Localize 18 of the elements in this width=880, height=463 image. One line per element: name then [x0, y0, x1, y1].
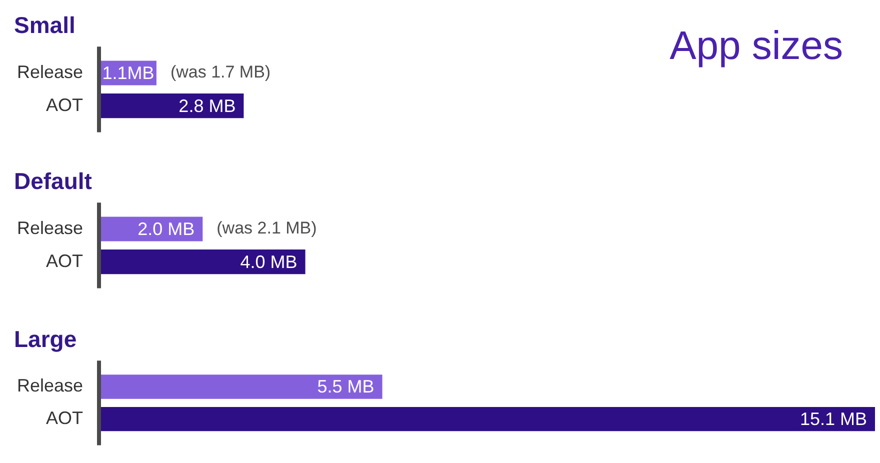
- annotation: (was 1.7 MB): [170, 62, 271, 82]
- y-tick-label: AOT: [46, 250, 83, 271]
- text: App sizes: [670, 24, 843, 68]
- y-tick-label: AOT: [46, 94, 83, 115]
- data-label: 1.1MB: [102, 62, 154, 83]
- y-tick-label: Release: [16, 218, 83, 238]
- y-tick-label: AOT: [46, 408, 83, 428]
- chart-title: Default: [14, 168, 92, 194]
- chart-title: Large: [14, 326, 77, 352]
- data-label: 2.8 MB: [178, 96, 236, 116]
- data-label: 2.0 MB: [138, 218, 195, 239]
- chart-title: Small: [14, 12, 76, 38]
- data-label: 4.0 MB: [240, 252, 298, 272]
- y-tick-label: Release: [16, 376, 83, 396]
- data-label: 15.1 MB: [800, 409, 867, 430]
- y-tick-label: Release: [16, 62, 83, 82]
- data-label: 5.5 MB: [317, 376, 374, 397]
- annotation: (was 2.1 MB): [216, 218, 317, 238]
